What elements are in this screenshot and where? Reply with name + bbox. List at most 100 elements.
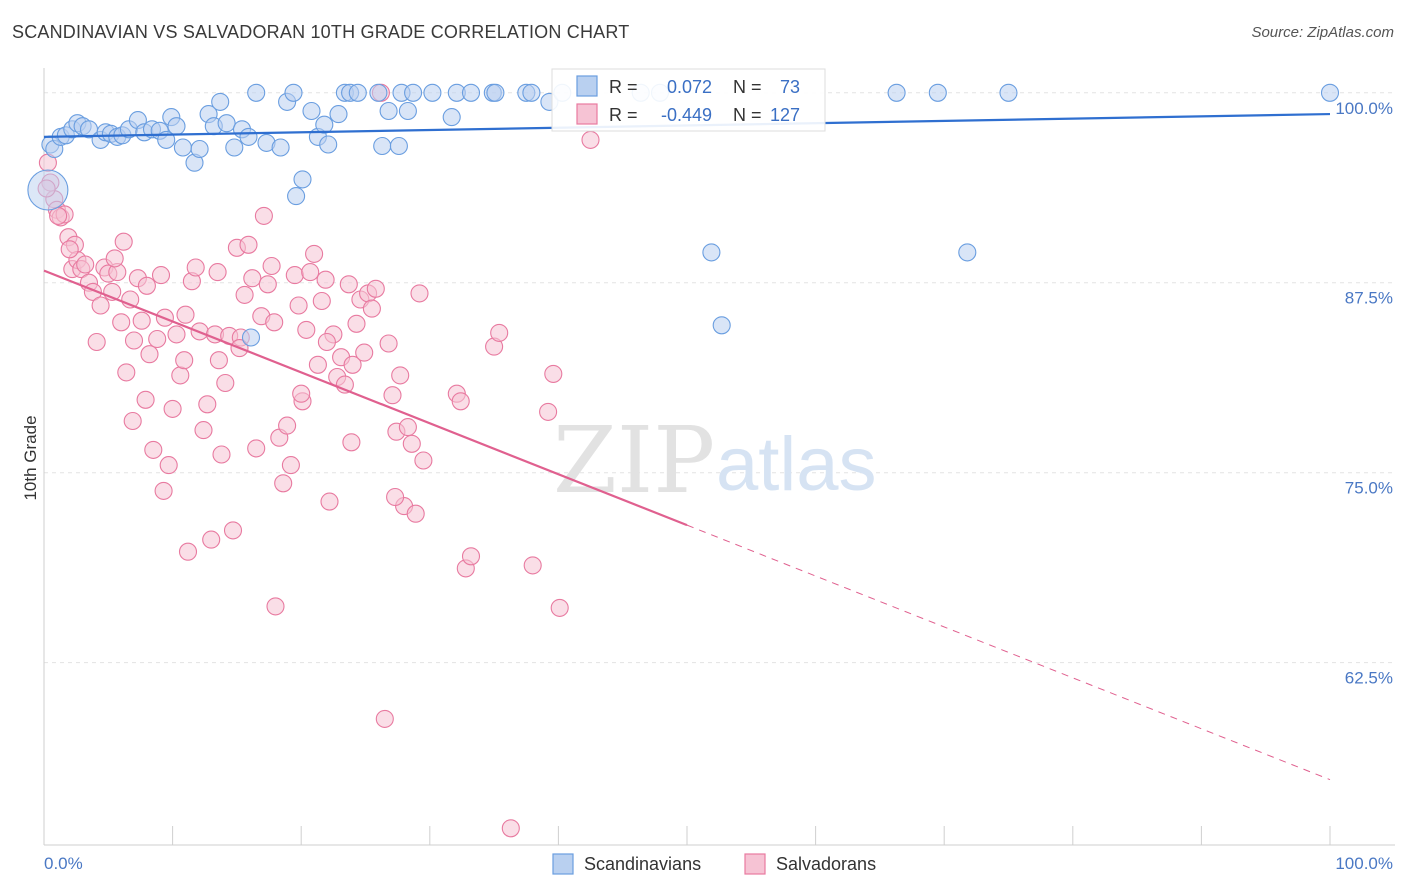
data-point	[366, 279, 385, 298]
data-point	[398, 101, 417, 121]
data-point	[490, 323, 509, 342]
data-point	[887, 83, 906, 102]
data-point	[239, 127, 258, 146]
data-point	[461, 83, 481, 102]
data-point	[243, 269, 262, 288]
data-point	[308, 355, 327, 374]
data-point	[223, 521, 243, 540]
scatter-points	[27, 83, 1340, 838]
axis-labels: 10th Grade	[21, 415, 40, 500]
data-point	[247, 439, 266, 458]
data-point	[60, 240, 79, 259]
stats-n-label: N =	[733, 105, 762, 125]
data-point	[124, 331, 144, 350]
data-point	[186, 258, 205, 277]
legend-label-scandinavians: Scandinavians	[584, 854, 701, 874]
data-point	[117, 363, 136, 382]
data-point	[317, 332, 336, 352]
data-point	[212, 445, 231, 464]
series-legend: Scandinavians Salvadorans	[552, 853, 876, 875]
data-point	[999, 83, 1018, 102]
data-point	[348, 83, 367, 102]
data-point	[305, 244, 324, 263]
data-point	[369, 83, 388, 102]
data-point	[225, 138, 244, 157]
data-point	[373, 136, 392, 156]
watermark-atlas: atlas	[716, 422, 877, 507]
data-point	[539, 402, 558, 421]
data-point	[254, 206, 273, 225]
data-point	[386, 487, 405, 507]
data-point	[379, 101, 398, 121]
data-point	[148, 329, 167, 349]
y-tick-label: 87.5%	[1345, 289, 1393, 308]
data-point	[501, 819, 520, 838]
stats-swatch-scandinavians	[576, 75, 598, 97]
data-point	[442, 108, 461, 127]
data-point	[136, 390, 155, 409]
data-point	[355, 343, 374, 362]
data-point	[402, 434, 421, 453]
watermark: ZIP atlas	[553, 407, 877, 514]
stats-r-label: R =	[609, 105, 638, 125]
stats-swatch-salvadorans	[576, 103, 598, 125]
data-point	[247, 83, 266, 102]
gridlines	[44, 92, 1395, 664]
data-point	[208, 263, 227, 282]
data-point	[486, 83, 505, 102]
stats-n-value: 73	[780, 77, 800, 97]
data-point	[347, 314, 366, 333]
y-tick-label: 75.0%	[1345, 479, 1393, 498]
data-point	[271, 138, 290, 157]
data-point	[375, 709, 394, 728]
data-point	[175, 351, 194, 370]
data-point	[167, 117, 186, 136]
stats-n-label: N =	[733, 77, 762, 97]
data-point-large	[27, 169, 69, 211]
data-point	[342, 433, 361, 452]
data-point	[123, 411, 142, 431]
data-point	[379, 334, 398, 353]
data-point	[343, 355, 362, 374]
y-tick-label: 62.5%	[1345, 669, 1393, 688]
data-point	[316, 270, 335, 289]
stats-n-value: 127	[770, 105, 800, 125]
data-point	[241, 328, 261, 347]
data-point	[87, 332, 106, 352]
data-point	[320, 492, 339, 511]
data-point	[144, 440, 163, 459]
data-point	[266, 597, 285, 616]
y-tick-label: 100.0%	[1335, 99, 1393, 118]
data-point	[451, 392, 470, 411]
data-point	[76, 255, 95, 274]
data-point	[91, 296, 110, 315]
data-point	[312, 291, 331, 311]
data-point	[404, 83, 423, 102]
data-point	[302, 101, 321, 121]
stats-r-value: 0.072	[667, 77, 712, 97]
data-point	[297, 320, 316, 339]
data-point	[114, 232, 133, 251]
data-point	[287, 187, 306, 206]
data-point	[239, 235, 258, 254]
series-salvadorans	[37, 83, 600, 838]
data-point	[406, 504, 425, 523]
x-tick-label-max: 100.0%	[1335, 854, 1393, 873]
data-point	[423, 83, 442, 102]
data-point	[1320, 83, 1340, 102]
data-point	[550, 598, 569, 617]
data-point	[262, 256, 281, 276]
data-point	[137, 276, 156, 295]
data-point	[159, 456, 178, 475]
data-point	[202, 530, 221, 549]
data-point	[216, 373, 235, 393]
chart-title: SCANDINAVIAN VS SALVADORAN 10TH GRADE CO…	[12, 22, 630, 42]
data-point	[391, 366, 410, 385]
data-point	[281, 456, 300, 475]
data-point	[414, 451, 433, 470]
data-point	[702, 243, 721, 262]
data-point	[461, 547, 481, 566]
data-point	[274, 474, 293, 493]
data-point	[140, 345, 159, 364]
data-point	[278, 416, 297, 435]
